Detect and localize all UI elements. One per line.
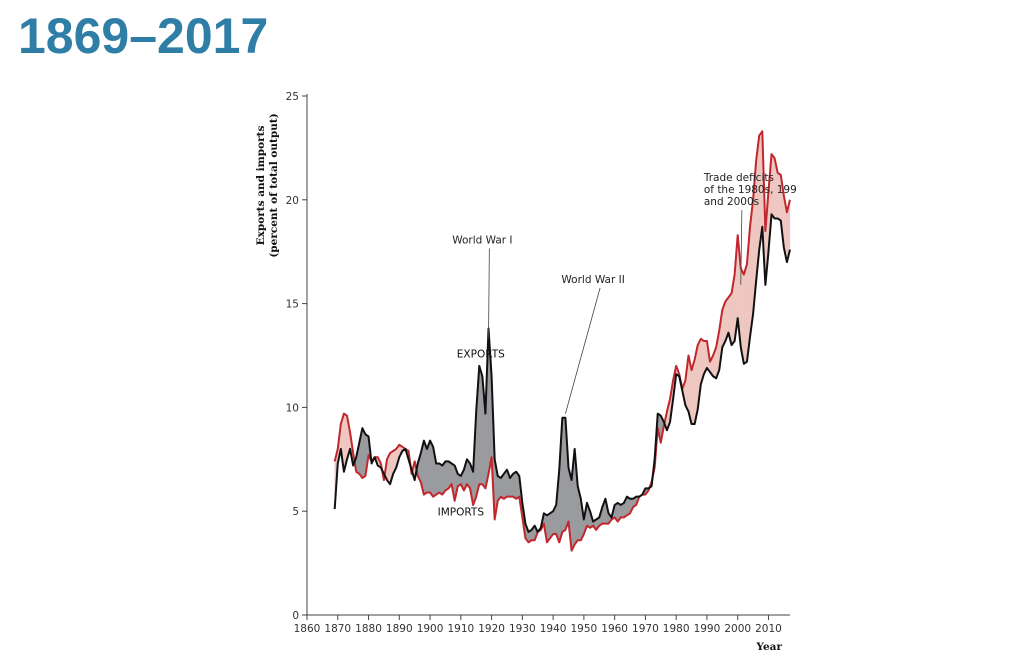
- y-tick-label: 0: [292, 610, 299, 622]
- y-tick-label: 20: [286, 195, 299, 207]
- series-label: EXPORTS: [457, 349, 505, 361]
- x-tick-label: 1900: [417, 623, 444, 635]
- axis-layer: [306, 94, 790, 616]
- exports-line: [333, 213, 791, 533]
- area-segment: [362, 428, 366, 479]
- x-tick-label: 1990: [694, 623, 721, 635]
- area-segment: [512, 471, 517, 500]
- x-tick-label: 1910: [447, 623, 474, 635]
- y-axis-title-line1: Exports and imports: [255, 126, 267, 246]
- annotation-text: and 2000s: [704, 196, 759, 208]
- annotation-leader: [488, 248, 490, 339]
- y-tick-label: 10: [286, 402, 299, 414]
- x-tick-label: 1860: [294, 623, 321, 635]
- x-axis-title: Year: [755, 641, 782, 653]
- y-axis-title-line2: (percent of total output): [268, 113, 280, 257]
- chart-panel: 0 5 10 15 20 25 1860 1870 1880 1890 1900 1910 1920 19…: [252, 82, 796, 654]
- area-segment: [777, 172, 781, 221]
- annotation-leader: [740, 210, 743, 285]
- x-tick-label: 2000: [724, 623, 751, 635]
- x-tick-label: 1950: [571, 623, 598, 635]
- annotation-leader: [565, 287, 601, 414]
- annotation-layer: World War I World War II Trade deficitsof …: [438, 172, 796, 518]
- y-tick-label: 25: [286, 91, 299, 103]
- x-tick-label: 1980: [663, 623, 690, 635]
- area-segment: [439, 463, 443, 495]
- y-tick-label: 15: [286, 299, 299, 311]
- area-segment: [445, 461, 449, 491]
- x-tick-label: 1970: [632, 623, 659, 635]
- x-tick-label: 1870: [324, 623, 351, 635]
- x-tick-label: 1940: [540, 623, 567, 635]
- x-tick-label: 2010: [755, 623, 782, 635]
- annotation-text: World War I: [452, 234, 512, 246]
- x-tick-label: 1880: [355, 623, 382, 635]
- x-tick-label: 1890: [386, 623, 413, 635]
- annotation-text: of the 1980s, 1990s,: [704, 184, 796, 196]
- x-tick-label: 1920: [478, 623, 505, 635]
- slide-title: 1869–2017: [18, 8, 269, 64]
- x-tick-label: 1930: [509, 623, 536, 635]
- area-segment: [436, 463, 440, 495]
- line-layer: [333, 130, 791, 552]
- x-tick-label: 1960: [601, 623, 628, 635]
- y-tick-label: 5: [292, 506, 299, 518]
- area-segment: [479, 365, 483, 485]
- annotation-text: Trade deficits: [703, 172, 774, 184]
- series-label: IMPORTS: [438, 506, 485, 518]
- annotation-text: World War II: [561, 274, 624, 286]
- area-segment: [562, 417, 566, 533]
- area-segment: [743, 264, 748, 365]
